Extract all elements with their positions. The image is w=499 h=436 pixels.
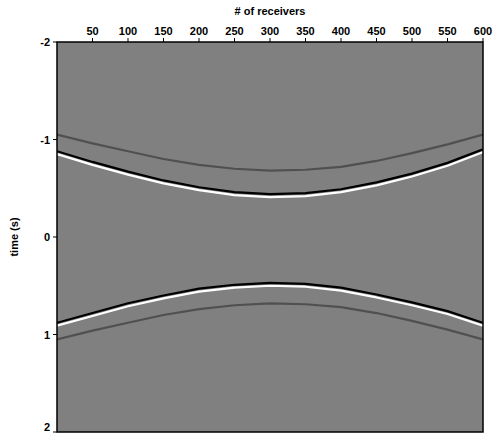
x-tick [305, 38, 306, 42]
x-tick-label: 450 [367, 25, 385, 37]
y-tick [53, 42, 57, 43]
event-line [57, 286, 483, 326]
event-line [57, 303, 483, 339]
y-tick-label: -1 [40, 134, 50, 146]
chart: 50 100 150 200 250 300 350 400 450 500 550 600 -2 -1 0… [0, 0, 499, 436]
plot-area [57, 135, 483, 340]
y-tick-label: 0 [44, 231, 50, 243]
y-tick [53, 432, 57, 433]
y-tick [53, 334, 57, 335]
x-tick [270, 38, 271, 42]
y-tick [53, 237, 57, 238]
x-tick [483, 38, 484, 42]
x-tick-label: 600 [474, 25, 492, 37]
x-tick-label: 200 [190, 25, 208, 37]
x-tick [447, 38, 448, 42]
x-tick [92, 38, 93, 42]
x-tick-label: 50 [86, 25, 98, 37]
x-tick [234, 38, 235, 42]
x-tick-label: 400 [332, 25, 350, 37]
event-line [57, 135, 483, 171]
y-tick [53, 139, 57, 140]
x-tick-label: 150 [154, 25, 172, 37]
event-line [57, 152, 483, 197]
x-tick [412, 38, 413, 42]
frame [57, 42, 483, 432]
x-tick [163, 38, 164, 42]
y-axis-title: time (s) [8, 217, 20, 256]
x-tick [128, 38, 129, 42]
x-tick [199, 38, 200, 42]
x-axis-title: # of receivers [235, 5, 306, 17]
x-tick-label: 350 [296, 25, 314, 37]
y-tick-label: 2 [44, 421, 50, 433]
x-tick-label: 300 [261, 25, 279, 37]
y-tick-label: -2 [40, 36, 50, 48]
x-tick-label: 250 [225, 25, 243, 37]
x-tick-label: 100 [119, 25, 137, 37]
y-tick-label: 1 [44, 329, 50, 341]
x-tick-label: 500 [403, 25, 421, 37]
x-tick [341, 38, 342, 42]
x-tick [376, 38, 377, 42]
x-tick-label: 550 [438, 25, 456, 37]
plot-background [57, 42, 483, 432]
